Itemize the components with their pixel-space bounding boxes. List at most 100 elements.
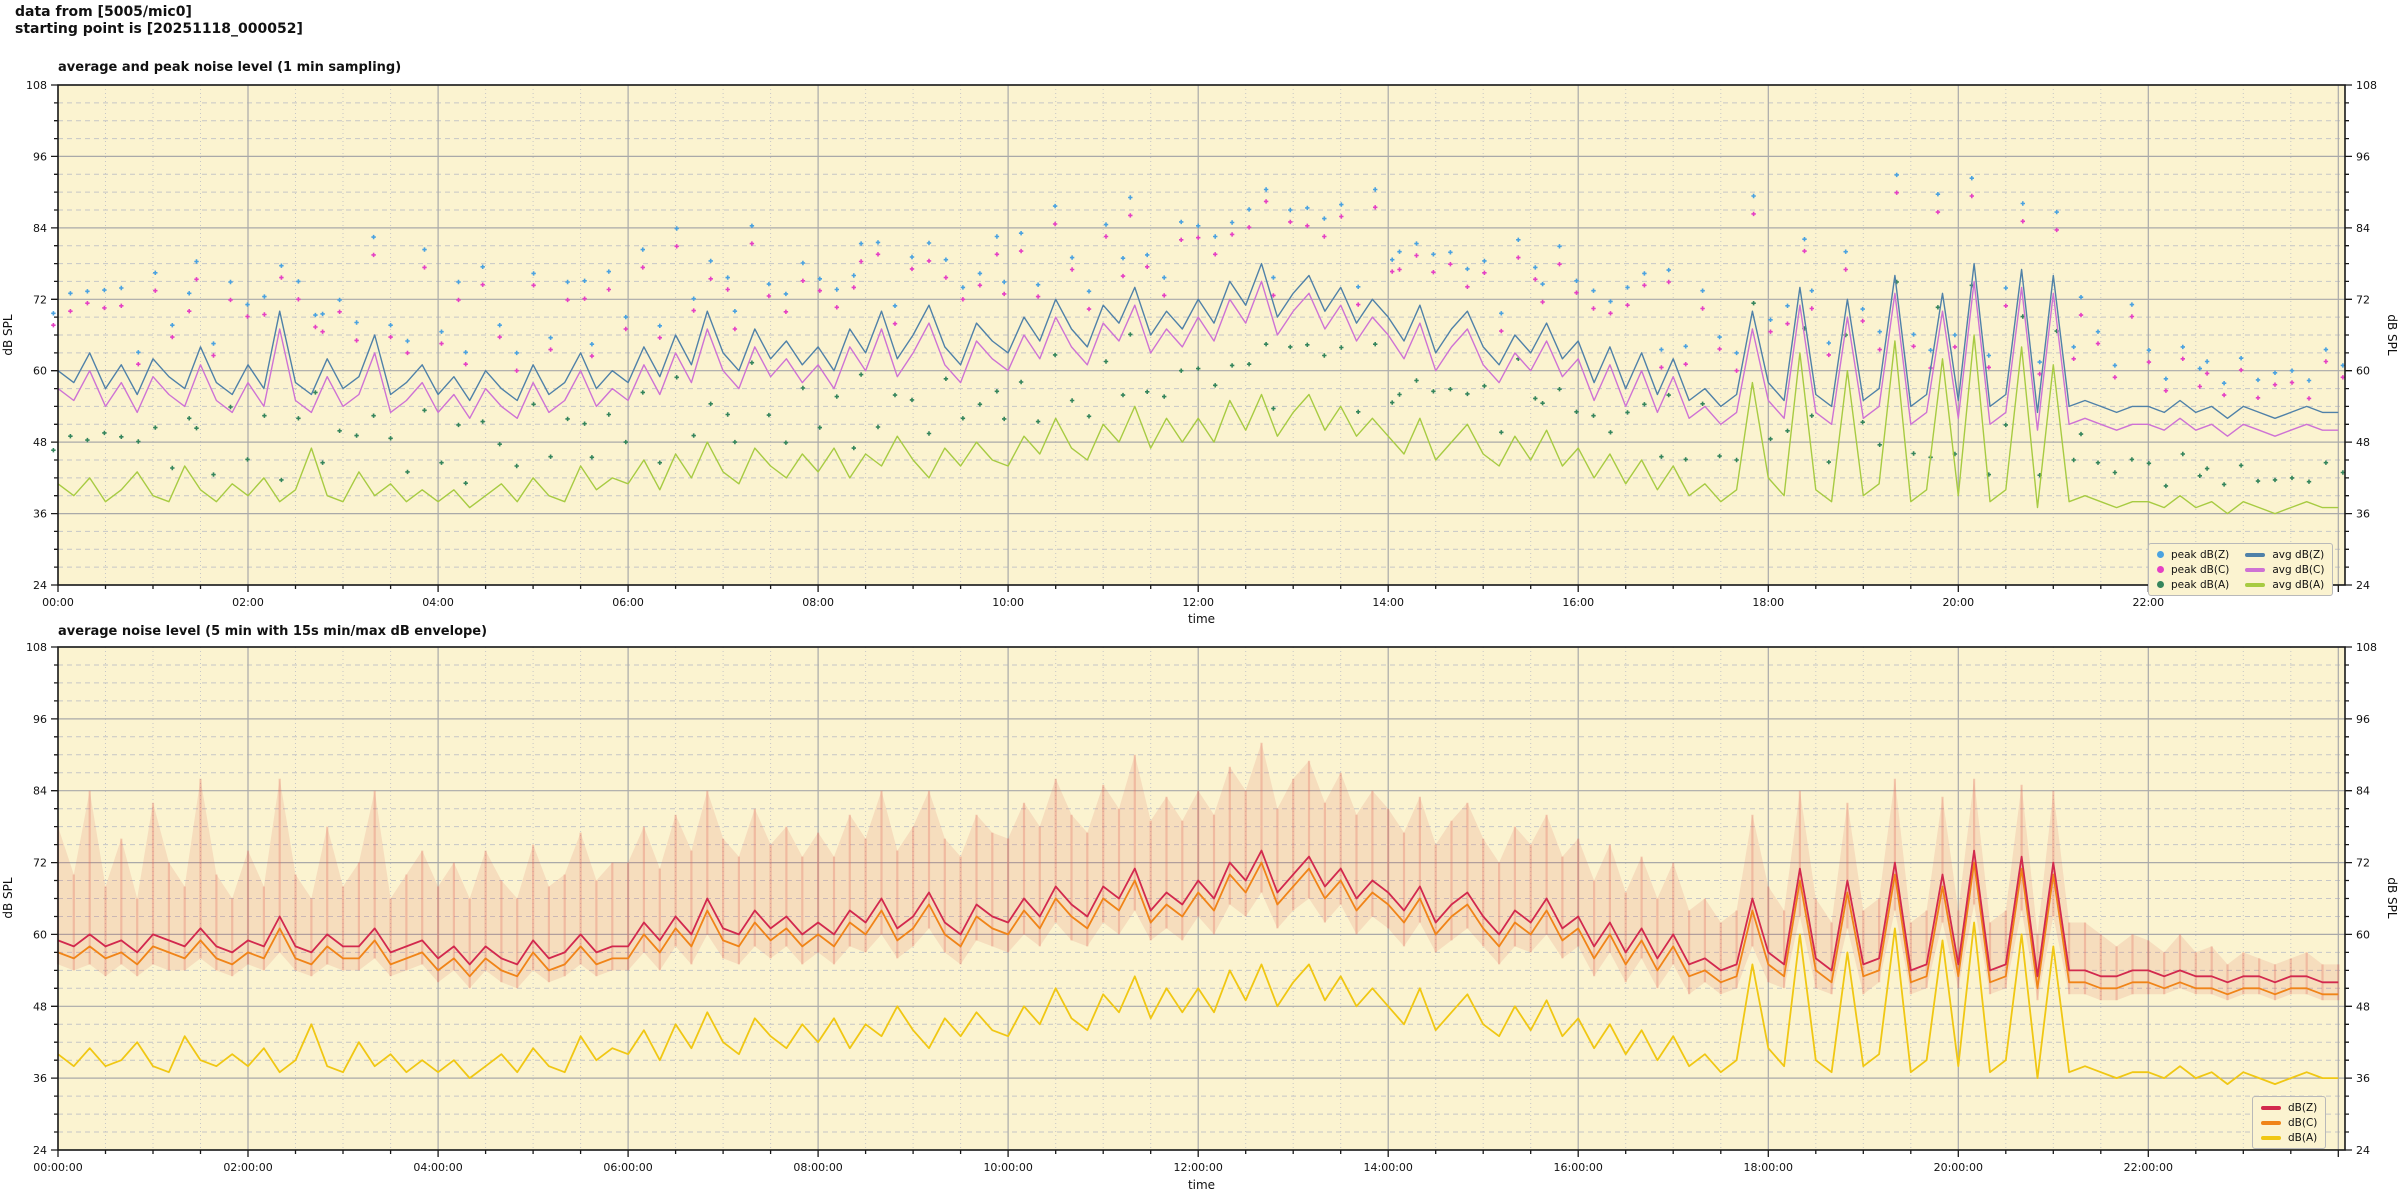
legend-item: peak dB(Z) — [2157, 548, 2229, 561]
y-tick-label: 24 — [2356, 1144, 2370, 1157]
y-tick-label: 108 — [2356, 79, 2377, 92]
legend-item: peak dB(A) — [2157, 578, 2229, 591]
header-line-2: starting point is [20251118_000052] — [15, 21, 303, 37]
chart1-plot: 24 24 36 36 48 48 60 60 72 72 84 84 96 96 108 108 00:00 0… — [26, 79, 2377, 609]
chart1-xlabel: time — [1187, 612, 1216, 626]
x-tick-label: 02:00:00 — [223, 1161, 272, 1174]
y-tick-label: 108 — [26, 641, 47, 654]
legend-item: avg dB(A) — [2245, 578, 2324, 591]
x-tick-label: 22:00:00 — [2124, 1161, 2173, 1174]
y-tick-label: 36 — [2356, 1072, 2370, 1085]
y-tick-label: 108 — [2356, 641, 2377, 654]
legend-item: dB(A) — [2261, 1131, 2317, 1144]
x-tick-label: 16:00:00 — [1554, 1161, 1603, 1174]
y-tick-label: 24 — [33, 1144, 47, 1157]
x-tick-label: 08:00:00 — [793, 1161, 842, 1174]
x-tick-label: 08:00 — [802, 596, 834, 609]
y-tick-label: 84 — [2356, 785, 2370, 798]
legend-item: peak dB(C) — [2157, 563, 2229, 576]
y-tick-label: 60 — [2356, 928, 2370, 941]
legend-item-label: peak dB(Z) — [2171, 548, 2230, 561]
scatter-peak_c — [51, 190, 2346, 401]
legend-item: avg dB(C) — [2245, 563, 2324, 576]
chart2-plot: 24 24 36 36 48 48 60 60 72 72 84 84 96 96 108 108 00:00:… — [26, 641, 2377, 1174]
chart1-title: average and peak noise level (1 min samp… — [58, 60, 402, 75]
x-tick-label: 22:00 — [2132, 596, 2164, 609]
legend-line-marker — [2245, 582, 2266, 587]
y-tick-label: 60 — [33, 365, 47, 378]
x-tick-label: 18:00 — [1752, 596, 1784, 609]
y-tick-label: 108 — [26, 79, 47, 92]
x-tick-label: 04:00 — [422, 596, 454, 609]
y-tick-label: 36 — [2356, 508, 2370, 521]
line-ba — [57, 921, 2339, 1085]
y-tick-label: 36 — [33, 508, 47, 521]
line-bz — [57, 849, 2339, 984]
legend-item-label: avg dB(C) — [2272, 563, 2325, 576]
legend-item: avg dB(Z) — [2245, 548, 2324, 561]
x-tick-label: 12:00 — [1182, 596, 1214, 609]
y-tick-label: 24 — [2356, 579, 2370, 592]
x-tick-label: 20:00:00 — [1934, 1161, 1983, 1174]
x-tick-label: 06:00:00 — [603, 1161, 652, 1174]
scatter-peak_a — [51, 279, 2346, 489]
legend-item-label: dB(Z) — [2288, 1101, 2318, 1114]
line-bc — [57, 861, 2339, 996]
y-tick-label: 24 — [33, 579, 47, 592]
legend-item-label: peak dB(A) — [2171, 578, 2230, 591]
y-tick-label: 96 — [2356, 150, 2370, 163]
scatter-peak_z — [51, 172, 2346, 386]
line-avg_c — [57, 280, 2339, 437]
x-tick-label: 16:00 — [1562, 596, 1594, 609]
y-tick-label: 72 — [2356, 857, 2370, 870]
x-tick-label: 06:00 — [612, 596, 644, 609]
legend-line-marker — [2245, 552, 2266, 557]
y-tick-label: 48 — [2356, 1000, 2370, 1013]
legend-line-marker — [2261, 1105, 2281, 1110]
x-tick-label: 00:00 — [42, 596, 74, 609]
x-tick-label: 04:00:00 — [413, 1161, 462, 1174]
y-tick-label: 48 — [2356, 436, 2370, 449]
legend-item-label: dB(A) — [2288, 1131, 2318, 1144]
legend-item-label: avg dB(A) — [2272, 578, 2325, 591]
x-tick-label: 10:00 — [992, 596, 1024, 609]
y-tick-label: 96 — [2356, 713, 2370, 726]
y-tick-label: 84 — [2356, 222, 2370, 235]
legend-item-label: dB(C) — [2288, 1116, 2318, 1129]
y-tick-label: 72 — [33, 857, 47, 870]
x-tick-label: 02:00 — [232, 596, 264, 609]
chart2-title: average noise level (5 min with 15s min/… — [58, 624, 488, 639]
y-tick-label: 48 — [33, 1000, 47, 1013]
y-tick-label: 48 — [33, 436, 47, 449]
chart2-legend: dB(Z) dB(C) dB(A) — [2252, 1096, 2327, 1149]
legend-line-marker — [2261, 1135, 2281, 1140]
chart1-ylabel-left: dB SPL — [1, 314, 15, 356]
legend-item: dB(Z) — [2261, 1101, 2317, 1114]
y-tick-label: 72 — [2356, 293, 2370, 306]
legend-item-label: peak dB(C) — [2171, 563, 2230, 576]
chart1-legend: peak dB(Z) peak dB(C) peak dB(A) avg dB(Z) a… — [2148, 543, 2334, 596]
chart2-xlabel: time — [1187, 1178, 1216, 1192]
y-tick-label: 72 — [33, 293, 47, 306]
x-tick-label: 18:00:00 — [1744, 1161, 1793, 1174]
y-tick-label: 96 — [33, 713, 47, 726]
legend-dot-marker — [2157, 581, 2164, 588]
legend-dot-marker — [2157, 551, 2164, 558]
legend-line-marker — [2261, 1120, 2281, 1125]
x-tick-label: 14:00 — [1372, 596, 1404, 609]
y-tick-label: 84 — [33, 785, 47, 798]
y-tick-label: 84 — [33, 222, 47, 235]
chart1-ylabel-right: dB SPL — [2385, 314, 2399, 356]
y-tick-label: 60 — [2356, 365, 2370, 378]
x-tick-label: 12:00:00 — [1173, 1161, 1222, 1174]
x-tick-label: 20:00 — [1942, 596, 1974, 609]
y-tick-label: 96 — [33, 150, 47, 163]
legend-item-label: avg dB(Z) — [2272, 548, 2325, 561]
y-tick-label: 36 — [33, 1072, 47, 1085]
y-tick-label: 60 — [33, 928, 47, 941]
x-tick-label: 14:00:00 — [1364, 1161, 1413, 1174]
x-tick-label: 00:00:00 — [33, 1161, 82, 1174]
line-avg_a — [57, 334, 2339, 515]
